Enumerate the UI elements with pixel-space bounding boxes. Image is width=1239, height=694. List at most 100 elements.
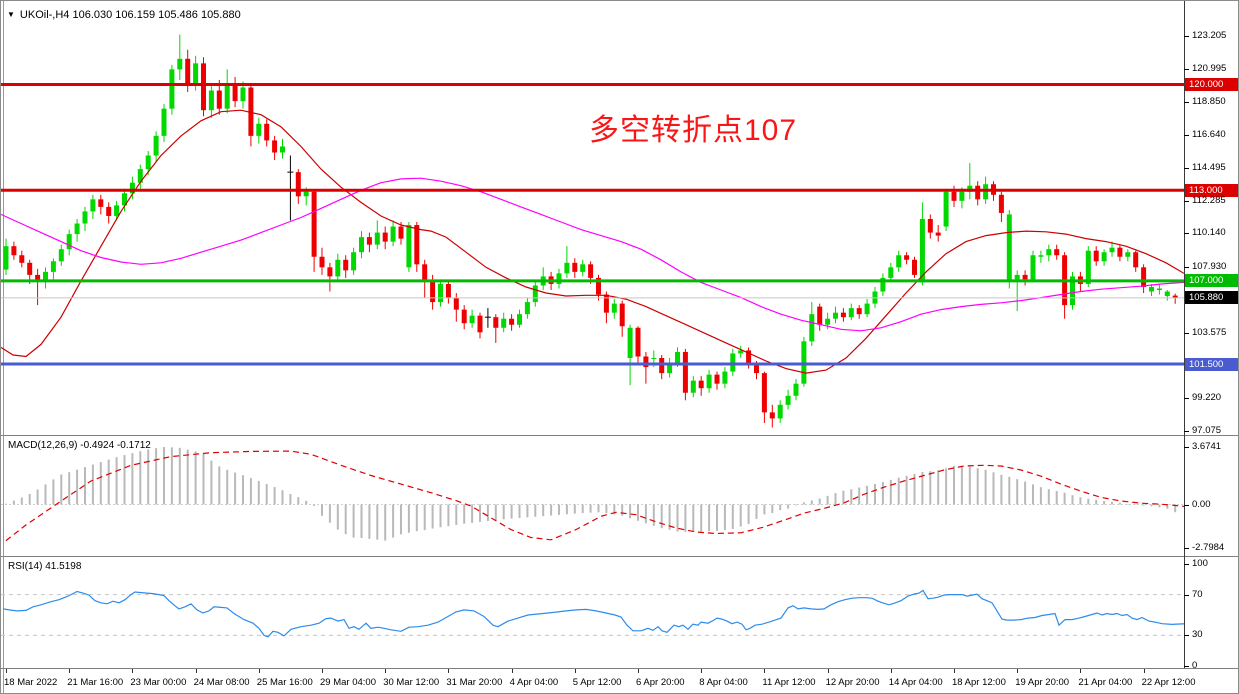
time-axis-label: 25 Mar 16:00 bbox=[256, 677, 313, 688]
macd-axis-tick bbox=[1184, 548, 1189, 549]
price-tag: 120.000 bbox=[1185, 78, 1238, 91]
time-axis-label: 18 Mar 2022 bbox=[4, 677, 58, 688]
rsi-axis-tick bbox=[1184, 666, 1189, 667]
time-axis-tick bbox=[828, 669, 829, 673]
price-tag: 101.500 bbox=[1185, 357, 1238, 371]
time-axis[interactable]: 18 Mar 2022 21 Mar 16:00 23 Mar 00:00 24 Ma… bbox=[1, 668, 1195, 693]
price-axis[interactable]: 120.000 113.000 107.000 101.500 105.880 123.2… bbox=[1184, 1, 1238, 671]
time-axis-tick bbox=[69, 669, 70, 673]
time-axis-tick bbox=[1080, 669, 1081, 673]
price-axis-label: 116.640 bbox=[1192, 129, 1226, 141]
price-axis-tick bbox=[1184, 201, 1189, 202]
price-axis-label: 114.495 bbox=[1192, 161, 1226, 173]
ohlc-readout: 106.030 106.159 105.486 105.880 bbox=[69, 9, 241, 21]
time-axis-tick bbox=[575, 669, 576, 673]
time-axis-label: 31 Mar 20:00 bbox=[446, 677, 503, 688]
price-axis-tick bbox=[1184, 102, 1189, 103]
time-axis-label: 21 Mar 16:00 bbox=[67, 677, 124, 688]
macd-panel[interactable] bbox=[1, 435, 1184, 556]
time-axis-tick bbox=[132, 669, 133, 673]
rsi-label-row: RSI(14) 41.5198 bbox=[8, 561, 81, 572]
rsi-axis-tick bbox=[1184, 595, 1189, 596]
time-axis-tick bbox=[954, 669, 955, 673]
rsi-axis-label: 100 bbox=[1192, 558, 1208, 569]
time-axis-label: 8 Apr 04:00 bbox=[699, 677, 748, 688]
rsi-chart[interactable] bbox=[1, 556, 1184, 668]
price-axis-label: 112.285 bbox=[1192, 195, 1226, 207]
price-tag: 105.880 bbox=[1185, 291, 1238, 305]
time-axis-label: 18 Apr 12:00 bbox=[952, 677, 1006, 688]
time-axis-tick bbox=[6, 669, 7, 673]
rsi-axis-label: 0 bbox=[1192, 660, 1198, 671]
time-axis-tick bbox=[512, 669, 513, 673]
time-axis-tick bbox=[322, 669, 323, 673]
candlestick-chart[interactable] bbox=[1, 1, 1184, 435]
time-axis-tick bbox=[1144, 669, 1145, 673]
rsi-indicator-label: RSI(14) bbox=[8, 561, 43, 572]
price-axis-tick bbox=[1184, 431, 1189, 432]
price-axis-tick bbox=[1184, 398, 1189, 399]
price-axis-tick bbox=[1184, 333, 1189, 334]
time-axis-tick bbox=[764, 669, 765, 673]
time-axis-label: 29 Mar 04:00 bbox=[320, 677, 376, 688]
price-tag: 113.000 bbox=[1185, 183, 1238, 197]
time-axis-label: 5 Apr 12:00 bbox=[572, 677, 622, 688]
rsi-panel[interactable] bbox=[1, 556, 1184, 668]
price-axis-label: 118.850 bbox=[1192, 95, 1226, 107]
time-axis-tick bbox=[638, 669, 639, 673]
time-axis-tick bbox=[1017, 669, 1018, 673]
panel-separator[interactable] bbox=[1, 556, 1238, 557]
time-axis-label: 30 Mar 12:00 bbox=[383, 677, 440, 688]
macd-axis-tick bbox=[1184, 505, 1189, 506]
price-axis-label: 99.220 bbox=[1192, 392, 1222, 404]
macd-chart[interactable] bbox=[1, 435, 1184, 556]
time-axis-tick bbox=[259, 669, 260, 673]
rsi-axis-label: 70 bbox=[1192, 588, 1203, 600]
main-chart-panel[interactable] bbox=[1, 1, 1184, 435]
time-axis-tick bbox=[385, 669, 386, 673]
price-axis-tick bbox=[1184, 168, 1189, 169]
symbol-dropdown-icon[interactable]: ▼ bbox=[7, 10, 15, 19]
time-axis-label: 23 Mar 00:00 bbox=[130, 677, 187, 688]
price-axis-label: 103.575 bbox=[1192, 326, 1227, 338]
symbol-timeframe-label: UKOil-,H4 bbox=[19, 9, 70, 21]
price-axis-tick bbox=[1184, 69, 1189, 70]
time-axis-label: 24 Mar 08:00 bbox=[193, 677, 250, 688]
time-axis-label: 21 Apr 04:00 bbox=[1078, 677, 1133, 688]
time-axis-label: 14 Apr 04:00 bbox=[888, 677, 943, 688]
price-axis-tick bbox=[1184, 233, 1189, 234]
macd-axis-label: 0.00 bbox=[1192, 498, 1211, 510]
rsi-axis-tick bbox=[1184, 564, 1189, 565]
price-axis-tick bbox=[1184, 267, 1189, 268]
price-axis-label: 107.930 bbox=[1192, 260, 1227, 272]
rsi-value: 41.5198 bbox=[42, 561, 82, 572]
window-left-border bbox=[3, 1, 4, 693]
price-axis-label: 97.075 bbox=[1192, 424, 1222, 436]
time-axis-separator bbox=[1, 668, 1238, 669]
macd-label-row: MACD(12,26,9) -0.4924 -0.1712 bbox=[8, 440, 151, 451]
time-axis-label: 6 Apr 20:00 bbox=[636, 677, 685, 688]
price-axis-tick bbox=[1184, 36, 1189, 37]
price-axis-separator bbox=[1184, 1, 1185, 668]
price-tag: 107.000 bbox=[1185, 274, 1238, 288]
chart-annotation: 多空转折点107 bbox=[589, 114, 798, 147]
time-axis-label: 22 Apr 12:00 bbox=[1141, 677, 1196, 688]
rsi-axis-tick bbox=[1184, 635, 1189, 636]
macd-axis-label: 3.6741 bbox=[1192, 440, 1222, 452]
chart-title: ▼ UKOil-,H4 106.030 106.159 105.486 105.8… bbox=[7, 9, 241, 21]
macd-indicator-label: MACD(12,26,9) bbox=[8, 440, 78, 451]
macd-axis-tick bbox=[1184, 447, 1189, 448]
macd-values: -0.4924 -0.1712 bbox=[77, 440, 151, 451]
time-axis-label: 11 Apr 12:00 bbox=[762, 677, 816, 688]
time-axis-tick bbox=[448, 669, 449, 673]
time-axis-tick bbox=[891, 669, 892, 673]
price-axis-label: 120.995 bbox=[1192, 63, 1227, 75]
time-axis-label: 4 Apr 04:00 bbox=[509, 677, 559, 688]
price-axis-label: 123.205 bbox=[1192, 30, 1227, 42]
time-axis-label: 12 Apr 20:00 bbox=[825, 677, 880, 688]
rsi-axis-label: 30 bbox=[1192, 629, 1203, 641]
panel-separator[interactable] bbox=[1, 435, 1238, 436]
time-axis-tick bbox=[701, 669, 702, 673]
time-axis-tick bbox=[196, 669, 197, 673]
